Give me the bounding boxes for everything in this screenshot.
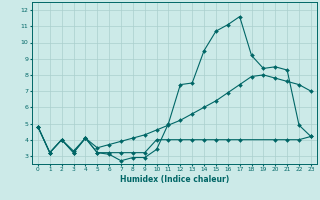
X-axis label: Humidex (Indice chaleur): Humidex (Indice chaleur): [120, 175, 229, 184]
